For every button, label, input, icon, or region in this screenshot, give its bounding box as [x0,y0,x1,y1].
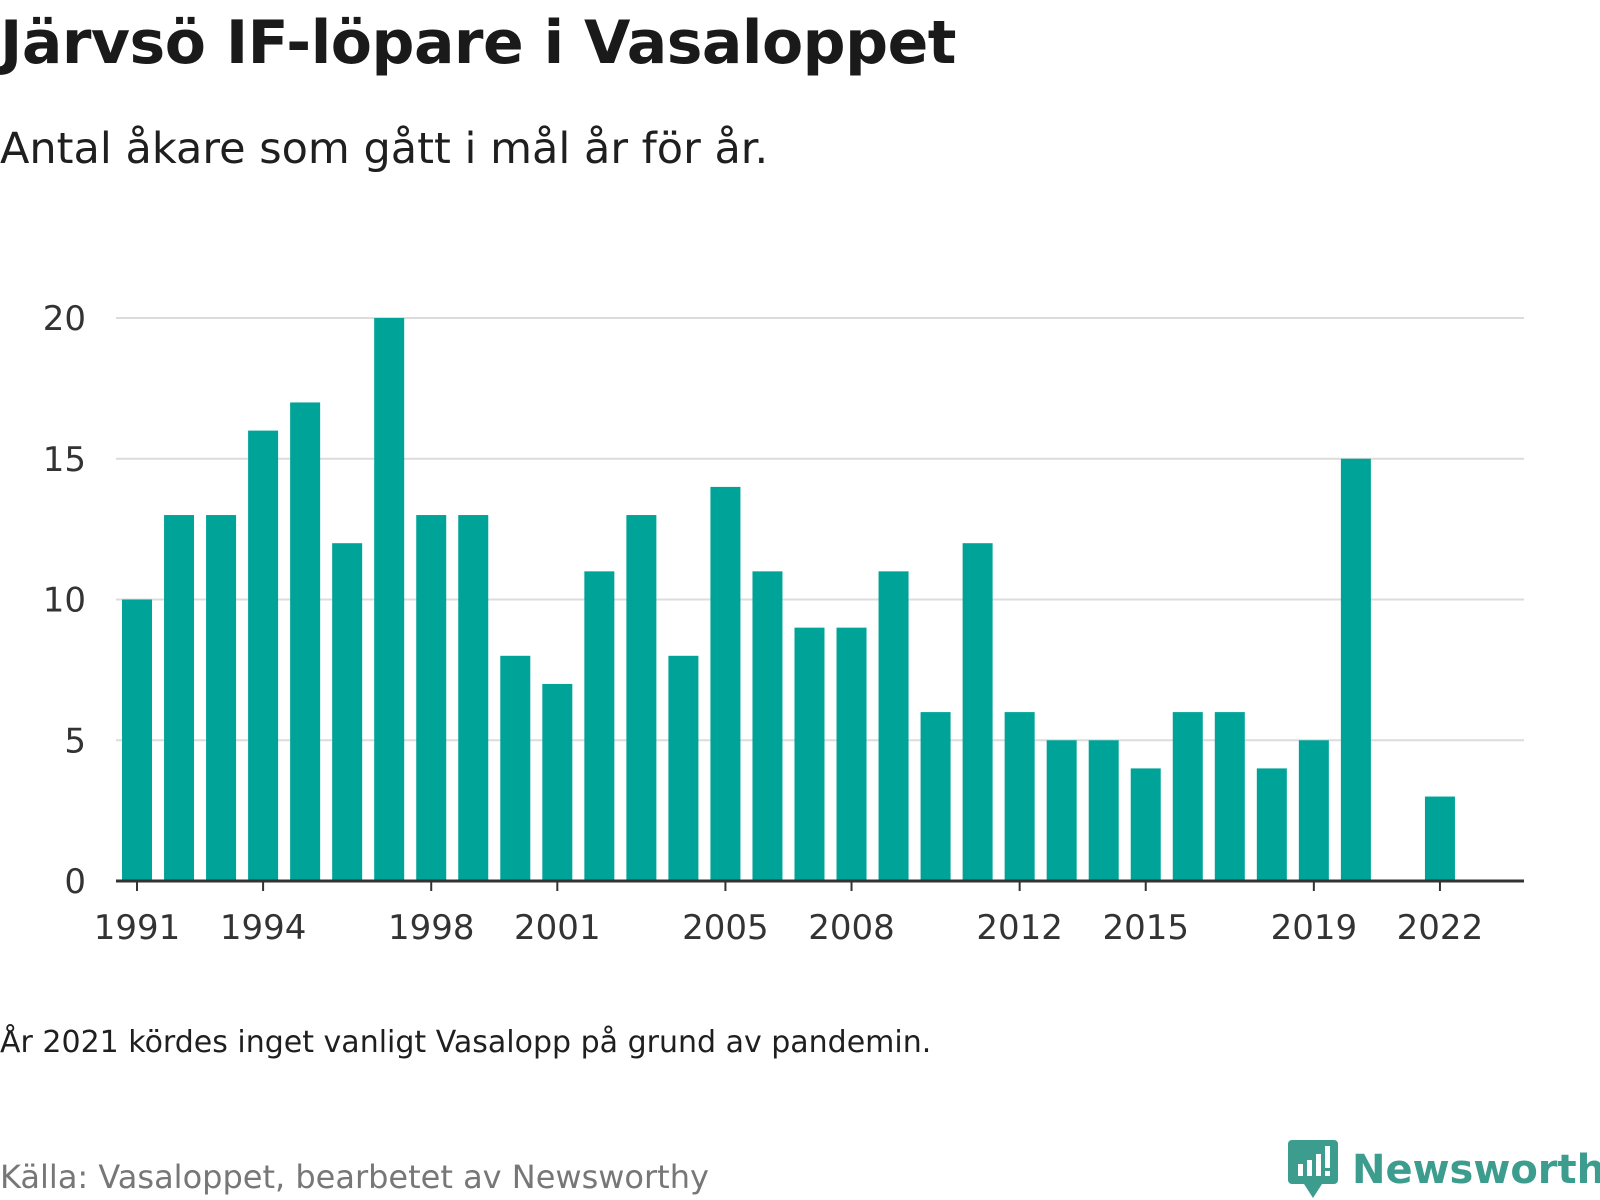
x-tick-label: 2001 [514,908,601,948]
bar-2018 [1256,768,1287,881]
bar-1995 [290,402,321,881]
bar-2002 [584,571,615,881]
y-tick-label: 5 [64,721,86,761]
x-tick-label: 2008 [808,908,895,948]
bar-2019 [1298,740,1329,881]
bar-2015 [1130,768,1161,881]
bars [122,318,1455,881]
x-tick-label: 2022 [1397,908,1484,948]
bar-2009 [878,571,909,881]
bar-2014 [1088,740,1119,881]
source-credit: Källa: Vasaloppet, bearbetet av Newswort… [0,1158,709,1196]
x-tick-label: 2012 [976,908,1063,948]
bar-1999 [458,515,489,881]
bar-2011 [962,543,993,881]
brand-name: Newsworthy [1352,1147,1600,1193]
axes: 0 5 10 15 20 1991 1994 1998 2001 2005 2008 2012 2015… [43,299,1524,948]
bar-2010 [920,712,951,881]
x-tick-label: 1991 [94,908,181,948]
bar-chart: 0 5 10 15 20 1991 1994 1998 2001 2005 2008 2012 2015… [43,299,1524,948]
y-tick-label: 0 [64,862,86,902]
chart-footnote: År 2021 kördes inget vanligt Vasalopp på… [0,1025,932,1060]
bar-1998 [416,515,447,881]
x-tick-label: 1994 [220,908,307,948]
x-tick-label: 1998 [388,908,475,948]
bar-2003 [626,515,657,881]
newsworthy-brand: Newsworthy [1288,1140,1600,1200]
bar-2001 [542,683,573,881]
bar-2012 [1004,712,1035,881]
bar-2000 [500,655,531,881]
bar-1994 [248,430,279,881]
bar-1997 [374,318,405,881]
chart-subtitle: Antal åkare som gått i mål år för år. [0,124,769,174]
bar-2005 [710,486,741,881]
bar-1991 [122,599,153,881]
bar-1992 [164,515,195,881]
y-tick-label: 10 [43,581,86,621]
bar-2022 [1424,796,1455,881]
bar-2006 [752,571,783,881]
y-tick-label: 20 [43,299,86,339]
bar-2017 [1214,712,1245,881]
bar-2016 [1172,712,1203,881]
x-tick-label: 2015 [1102,908,1189,948]
bar-2020 [1340,458,1371,881]
chart-title: Järvsö IF-löpare i Vasaloppet [0,8,956,78]
bar-1993 [206,515,237,881]
x-tick-label: 2005 [682,908,769,948]
bar-2008 [836,627,867,881]
bar-2004 [668,655,699,881]
x-tick-label: 2019 [1271,908,1358,948]
newsworthy-logo-icon [1288,1140,1338,1198]
y-tick-label: 15 [43,440,86,480]
bar-1996 [332,543,363,881]
bar-2013 [1046,740,1077,881]
bar-2007 [794,627,825,881]
